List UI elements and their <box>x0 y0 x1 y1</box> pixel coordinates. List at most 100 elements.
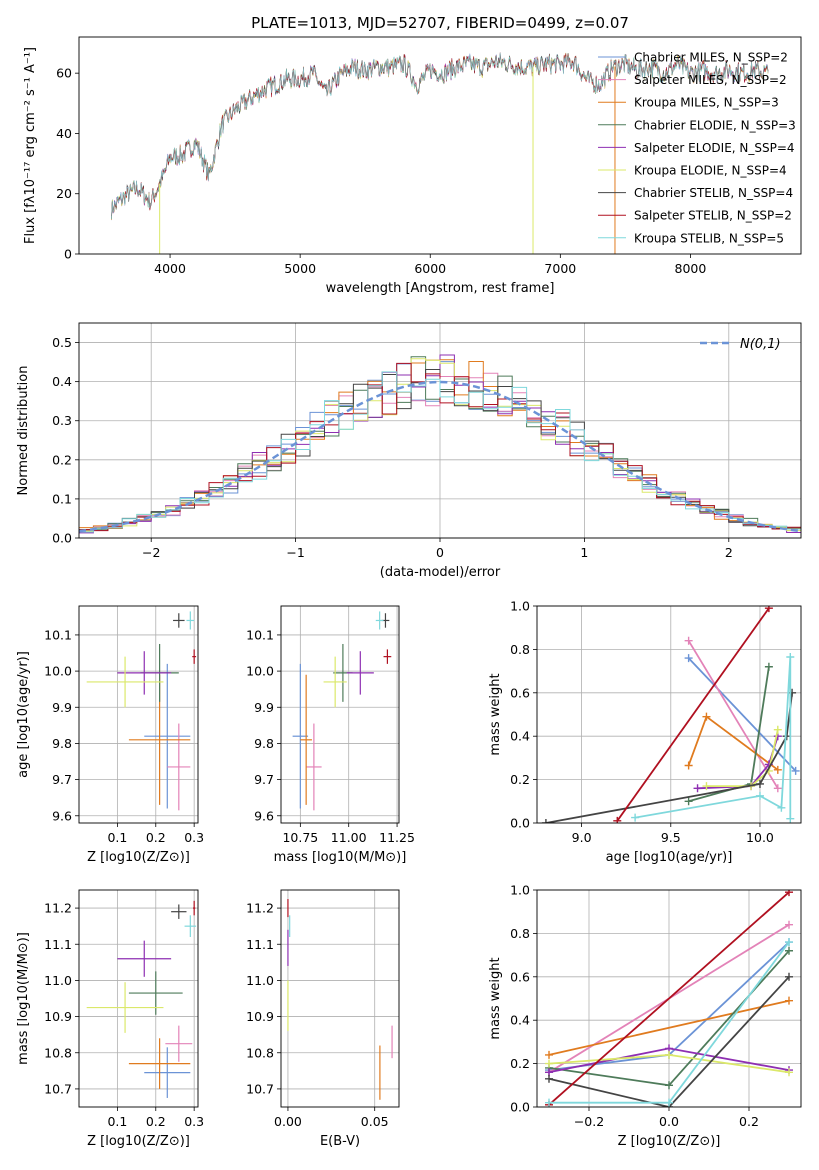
tick-label-x: 2 <box>725 545 733 560</box>
series-marker <box>791 766 800 775</box>
tick-label-x: 0 <box>436 545 444 560</box>
tick-label-y: 10.9 <box>246 1009 274 1024</box>
tick-label-y: 0.3 <box>52 413 72 428</box>
tick-label-y: 20 <box>56 186 72 201</box>
series-marker <box>773 784 782 793</box>
tick-label-y: 10.7 <box>44 1081 72 1096</box>
tick-label-x: 0.3 <box>184 830 204 845</box>
tick-label-y: 0.8 <box>510 642 530 657</box>
series-marker <box>545 1050 553 1059</box>
series-marker <box>785 972 793 981</box>
tick-label-y: 0.8 <box>510 926 530 941</box>
series-kroupa_elodie <box>702 725 782 791</box>
series-marker <box>785 890 793 897</box>
tick-label-y: 0.2 <box>510 772 530 787</box>
series-marker <box>764 662 773 671</box>
series-marker <box>777 803 786 812</box>
legend-label: Chabrier ELODIE, N_SSP=3 <box>634 118 796 132</box>
series-kroupa_miles <box>545 996 793 1059</box>
series-salpeter_stelib <box>613 606 773 823</box>
tick-label-y: 0.2 <box>52 452 72 467</box>
tick-label-y: 0.4 <box>52 374 72 389</box>
errorbar-chabrier_elodie <box>128 971 183 1015</box>
y-axis-label: mass [log10(M/M⊙)] <box>16 932 31 1065</box>
plot-area <box>287 899 393 1100</box>
tick-label-x: 0.3 <box>184 1114 204 1129</box>
panel-weight_vs_age: 9.0 9.5 10.0 0.0 0.2 0.4 0.6 0.8 1.0 age [log10(a… <box>488 599 802 865</box>
errorbar-salpeter_elodie <box>117 651 172 695</box>
histogram-kroupa_stelib <box>79 371 801 533</box>
errorbar-salpeter_stelib <box>193 900 196 916</box>
tick-label-y: 10.0 <box>44 664 72 679</box>
tick-label-y: 0.1 <box>52 491 72 506</box>
tick-label-y: 0.2 <box>510 1056 530 1071</box>
x-axis-label: Z [log10(Z/Z⊙)] <box>87 1134 190 1149</box>
series-line <box>706 729 779 787</box>
series-marker <box>785 996 793 1005</box>
x-axis-label: Z [log10(Z/Z⊙)] <box>87 850 190 865</box>
panel-weight_vs_Z: −0.2 0.0 0.2 0.0 0.2 0.4 0.6 0.8 1.0 Z [log10(Z/Z… <box>488 883 802 1149</box>
tick-label-y: 0.6 <box>510 969 530 984</box>
x-axis-label: (data-model)/error <box>380 565 501 580</box>
tick-label-x: 0.0 <box>659 1114 679 1129</box>
series-marker <box>665 1050 673 1059</box>
series-marker <box>782 732 791 741</box>
series-chabrier_stelib <box>541 688 797 823</box>
tick-label-y: 10.0 <box>246 664 274 679</box>
series-marker <box>755 791 764 800</box>
tick-label-y: 40 <box>56 126 72 141</box>
series-marker <box>684 761 693 770</box>
errorbar-salpeter_miles <box>306 723 322 811</box>
x-axis-label: age [log10(age/yr)] <box>606 850 733 865</box>
series-marker <box>684 636 693 645</box>
tick-label-y: 0.5 <box>52 335 72 350</box>
series-line <box>548 891 790 1106</box>
errorbar-kroupa_miles <box>128 1038 191 1089</box>
series-marker <box>702 782 711 791</box>
tick-label-y: 9.7 <box>52 772 72 787</box>
tick-label-x: 11.25 <box>379 830 415 845</box>
series-marker <box>684 654 693 663</box>
tick-label-y: 11.0 <box>246 973 274 988</box>
plot-area <box>541 606 800 823</box>
series-marker <box>665 1081 673 1090</box>
tick-label-x: −0.2 <box>574 1114 604 1129</box>
errorbar-kroupa_stelib <box>184 915 197 938</box>
normal-curve <box>79 380 801 533</box>
legend-label: Kroupa ELODIE, N_SSP=4 <box>634 164 787 178</box>
tick-label-y: 11.2 <box>44 901 72 916</box>
series-marker <box>693 784 702 793</box>
tick-label-y: 10.1 <box>44 627 72 642</box>
tick-label-x: 10.75 <box>282 830 318 845</box>
tick-label-x: 0.2 <box>146 830 166 845</box>
tick-label-y: 10.9 <box>44 1009 72 1024</box>
series-kroupa_miles <box>684 712 782 774</box>
errorbar-chabrier_stelib <box>173 613 185 628</box>
series-kroupa_elodie <box>545 1050 793 1077</box>
errorbar-salpeter_miles <box>165 1025 193 1062</box>
axes-frame <box>78 605 199 824</box>
tick-label-y: 9.8 <box>52 736 72 751</box>
legend-label: N(0,1) <box>740 337 781 352</box>
errorbar-chabrier_stelib <box>171 904 187 919</box>
tick-label-y: 0.6 <box>510 685 530 700</box>
legend-label: Chabrier MILES, N_SSP=2 <box>634 51 788 65</box>
tick-label-y: 1.0 <box>510 599 530 614</box>
plot-area <box>111 52 769 254</box>
tick-label-x: 9.0 <box>572 830 592 845</box>
x-axis-label: Z [log10(Z/Z⊙)] <box>618 1134 721 1149</box>
series-marker <box>785 1068 793 1077</box>
series-salpeter_elodie <box>545 1044 793 1077</box>
tick-label-y: 11.0 <box>44 973 72 988</box>
tick-label-y: 0 <box>64 247 72 262</box>
series-marker <box>773 725 782 734</box>
series-marker <box>786 814 795 823</box>
tick-label-y: 10.8 <box>44 1045 72 1060</box>
errorbar-salpeter_miles <box>167 723 191 811</box>
series-marker <box>684 797 693 806</box>
series-marker <box>702 712 711 721</box>
tick-label-y: 0.4 <box>510 1013 530 1028</box>
axes-frame <box>78 889 199 1108</box>
panel-age_vs_Z: 0.1 0.2 0.3 9.6 9.7 9.8 9.9 10.0 10.1 Z [log10(Z/… <box>16 605 204 865</box>
tick-label-y: 11.1 <box>44 937 72 952</box>
